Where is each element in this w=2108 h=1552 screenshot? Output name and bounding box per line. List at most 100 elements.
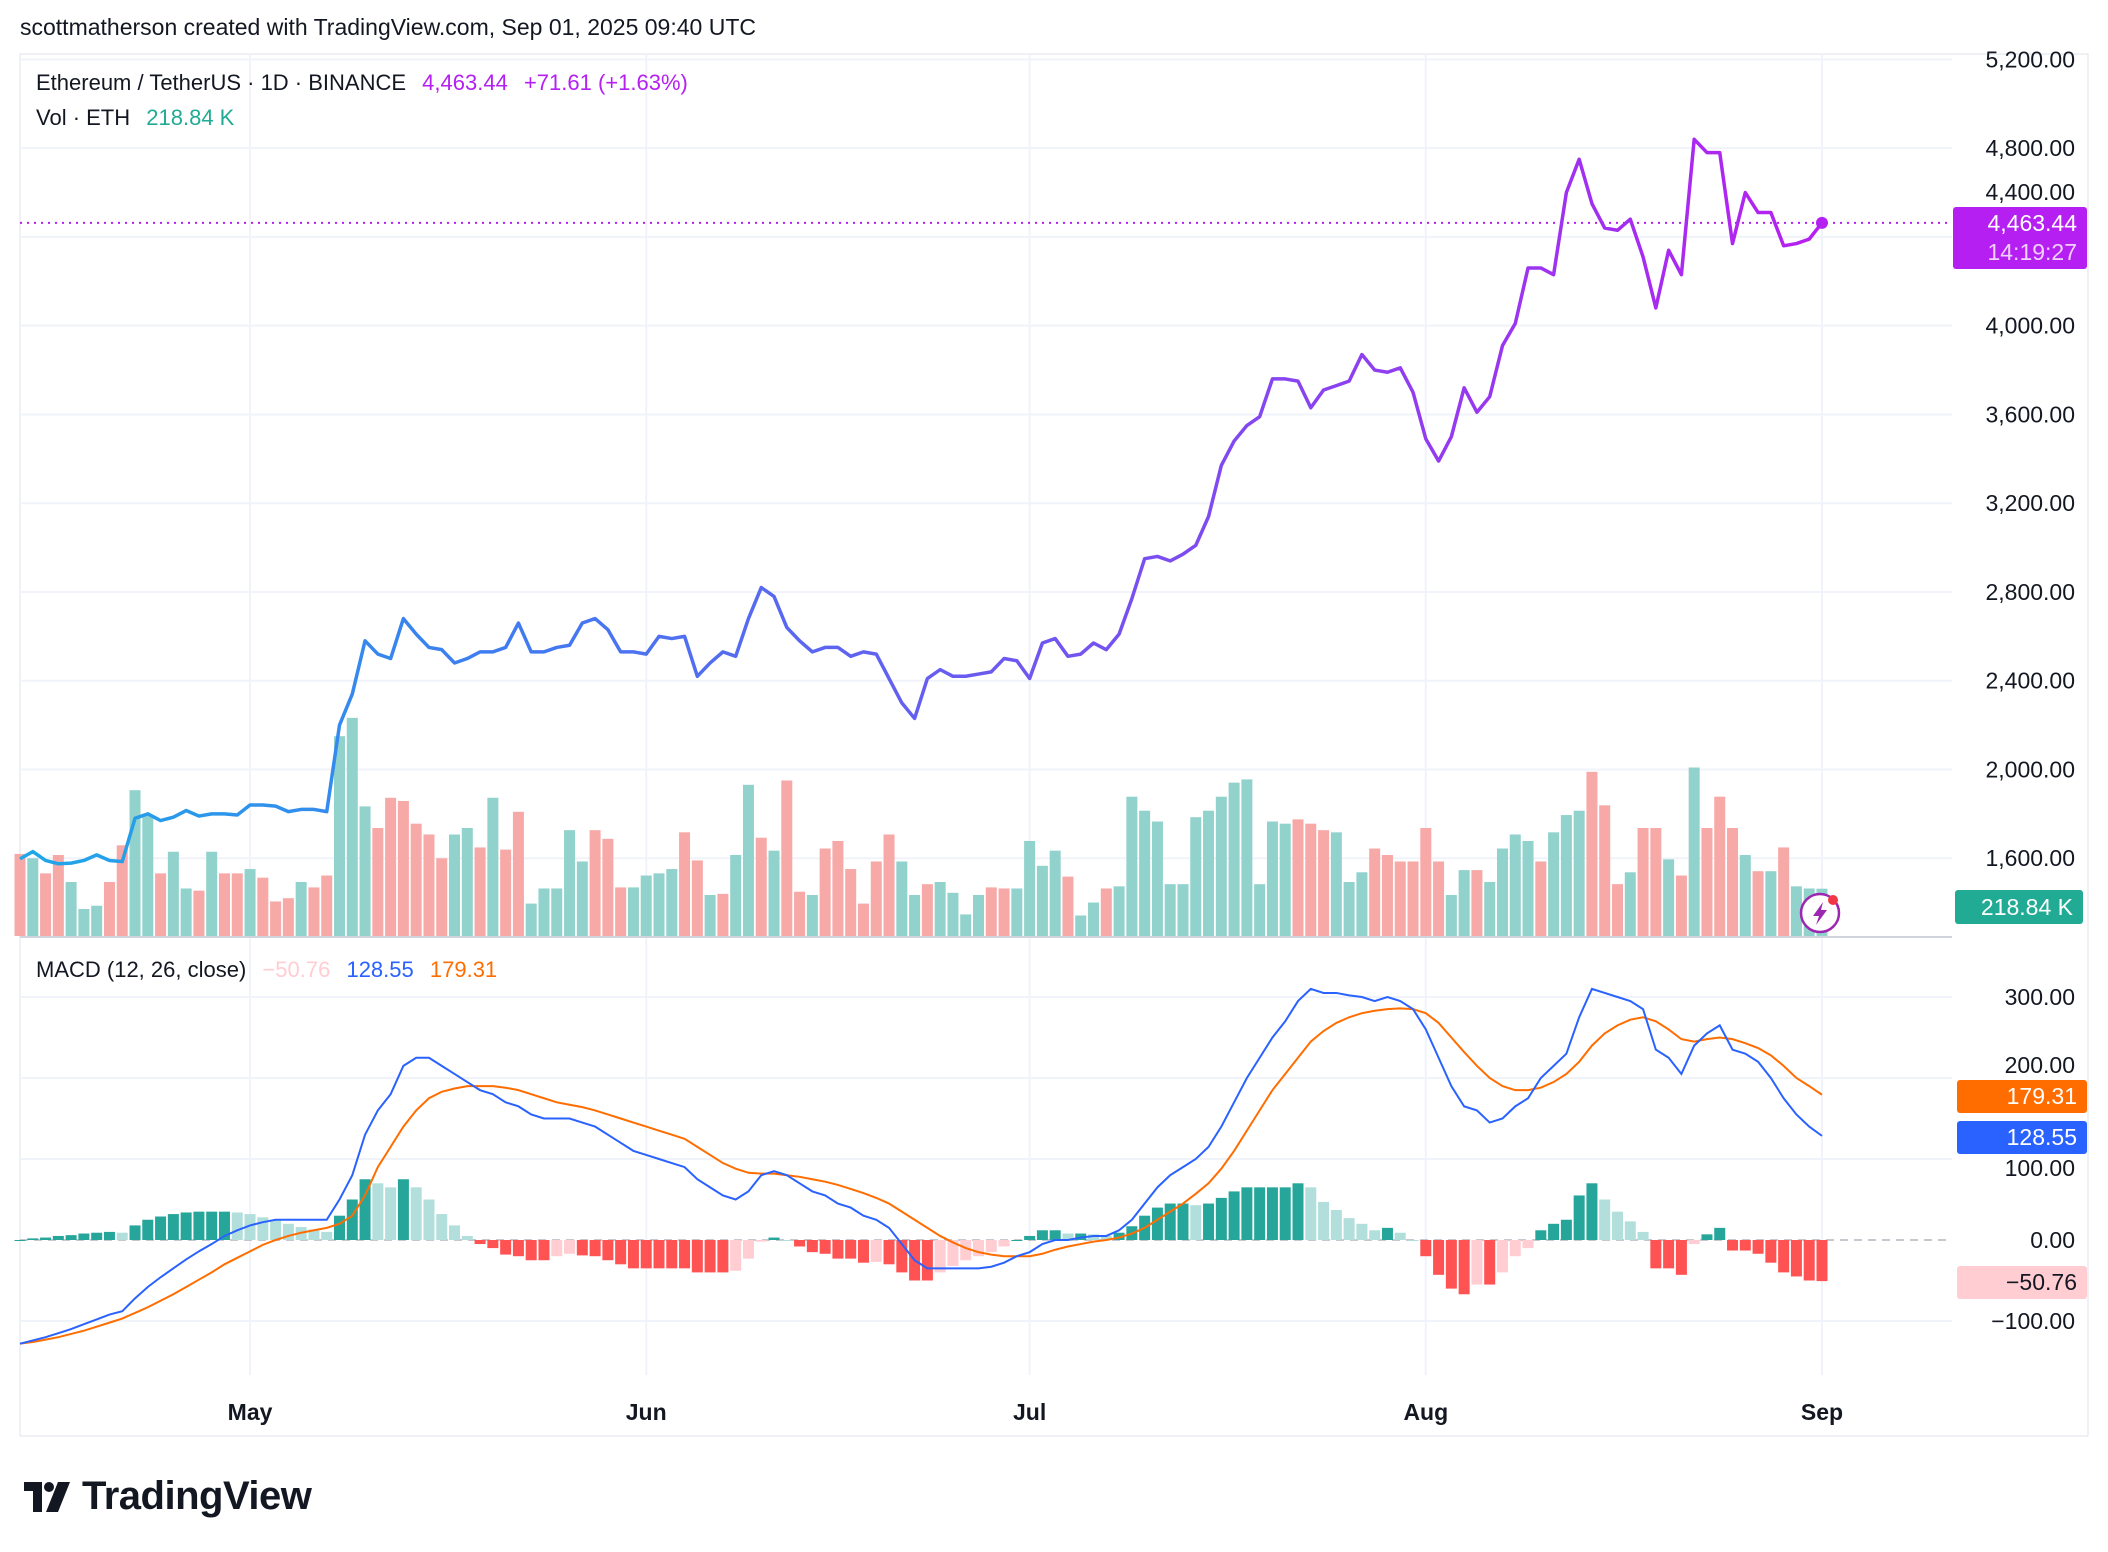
volume-bar [27, 858, 39, 936]
macd-histogram-bar [410, 1187, 422, 1240]
volume-bar [538, 888, 550, 936]
macd-histogram-bar [1305, 1187, 1317, 1240]
volume-bar [155, 873, 167, 936]
volume-bar [602, 838, 614, 936]
tradingview-logo[interactable]: TradingView [24, 1474, 312, 1519]
time-axis-label: Aug [1403, 1399, 1448, 1425]
volume-bar [1496, 848, 1508, 936]
price-axis-label: 4,000.00 [1985, 313, 2075, 339]
volume-bar [717, 893, 729, 936]
macd-histogram-bar [921, 1240, 933, 1281]
price-tag-value: 4,463.44 [1987, 210, 2077, 236]
volume-bar [1739, 855, 1751, 936]
macd-histogram-bar [653, 1240, 665, 1269]
volume-bar [615, 887, 627, 936]
macd-histogram-bar [1778, 1240, 1790, 1273]
macd-histogram-bar [1343, 1218, 1355, 1240]
volume-bar [449, 834, 461, 936]
volume-bar [1049, 850, 1061, 936]
macd-histogram-bar [1612, 1211, 1623, 1240]
macd-histogram-bar [1062, 1233, 1074, 1240]
volume-bar [1266, 821, 1278, 936]
volume-bar [653, 873, 665, 936]
macd-axis-label: 0.00 [2030, 1227, 2075, 1253]
macd-histogram-bar [1100, 1235, 1112, 1240]
volume-bar [1752, 871, 1764, 936]
symbol-legend[interactable]: Ethereum / TetherUS · 1D · BINANCE 4,463… [36, 70, 698, 96]
macd-histogram-bar [640, 1240, 652, 1269]
price-axis-label: 1,600.00 [1985, 845, 2075, 871]
macd-histogram-bar [512, 1240, 524, 1257]
macd-histogram-bar [602, 1240, 614, 1261]
price-axis-label: 2,400.00 [1985, 668, 2075, 694]
macd-histogram-bar [1637, 1231, 1649, 1240]
volume-bar [1088, 902, 1100, 936]
macd-histogram-bar [1714, 1227, 1726, 1240]
volume-bar [1164, 884, 1176, 936]
macd-histogram-bar [666, 1240, 678, 1269]
macd-histogram-bar [27, 1238, 39, 1240]
macd-histogram-bar [1701, 1234, 1713, 1240]
macd-histogram-bar [806, 1240, 818, 1253]
macd-histogram-bar [1292, 1183, 1304, 1240]
volume-bar [385, 797, 397, 936]
volume-bar [1305, 823, 1317, 936]
macd-histogram-bar [1433, 1240, 1445, 1275]
macd-histogram-bar [1318, 1201, 1330, 1240]
macd-histogram-bar [103, 1231, 115, 1240]
macd-line-value: 128.55 [346, 957, 414, 982]
macd-histogram-bar [1458, 1240, 1470, 1295]
macd-histogram-bar [704, 1240, 716, 1273]
macd-histogram-bar [794, 1240, 806, 1247]
volume-bar [346, 717, 358, 936]
lightning-icon[interactable] [1799, 892, 1841, 934]
macd-histogram-bar [244, 1214, 256, 1240]
price-axis-label: 2,000.00 [1985, 756, 2075, 782]
time-axis-label: Sep [1801, 1399, 1843, 1425]
macd-histogram-bar [998, 1240, 1010, 1247]
macd-histogram-bar [691, 1240, 703, 1273]
macd-axis-label: 300.00 [2005, 984, 2075, 1010]
macd-histogram-bar [1484, 1240, 1496, 1285]
volume-bar [1100, 888, 1112, 936]
volume-bar [1790, 886, 1802, 936]
macd-histogram-bar [385, 1187, 397, 1240]
macd-histogram-bar [116, 1232, 128, 1240]
volume-bar [730, 855, 742, 936]
volume-bar [1701, 828, 1713, 936]
macd-axis-label: −100.00 [1991, 1308, 2075, 1334]
macd-histogram-bar [1790, 1240, 1802, 1277]
volume-bar [934, 882, 946, 936]
macd-axis-label: 100.00 [2005, 1155, 2075, 1181]
macd-series [14, 987, 1952, 1345]
macd-histogram-bar [180, 1212, 192, 1240]
volume-bar [231, 873, 243, 936]
macd-histogram-bar [960, 1240, 972, 1261]
macd-histogram-bar [321, 1231, 333, 1240]
grid [20, 54, 1952, 1375]
volume-bar [1062, 876, 1074, 936]
volume-bar [640, 875, 652, 936]
macd-histogram-bar [1266, 1187, 1278, 1240]
macd-histogram-bar [870, 1240, 882, 1262]
chart-frame [19, 53, 2089, 1437]
volume-bar [870, 861, 882, 936]
macd-histogram-bar [1803, 1240, 1815, 1281]
macd-histogram-bar [1445, 1240, 1457, 1289]
volume-bar [372, 828, 384, 936]
macd-histogram-value: −50.76 [262, 957, 331, 982]
macd-histogram-bar [1727, 1240, 1739, 1251]
macd-histogram-bar [525, 1240, 537, 1261]
price-axis-label: 5,200.00 [1985, 46, 2075, 72]
volume-bar [410, 823, 422, 936]
volume-bar [193, 890, 205, 936]
volume-bar [321, 875, 333, 936]
volume-bar [1445, 894, 1457, 936]
volume-bar [1343, 882, 1355, 936]
volume-bar [909, 894, 921, 936]
volume-bar [1381, 855, 1393, 936]
macd-legend[interactable]: MACD (12, 26, close) −50.76 128.55 179.3… [36, 957, 507, 983]
volume-legend[interactable]: Vol · ETH 218.84 K [36, 105, 244, 131]
volume-bar [794, 891, 806, 936]
